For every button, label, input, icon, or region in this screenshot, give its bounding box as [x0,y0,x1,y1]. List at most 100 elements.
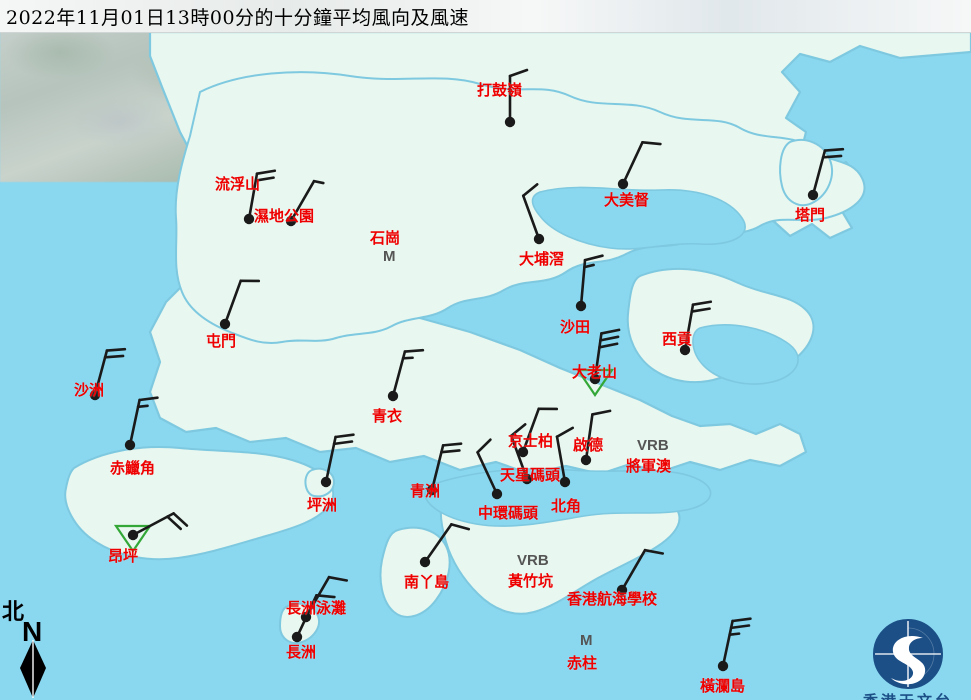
station-label-13: 青衣 [372,407,403,425]
victoria-harbour [424,468,712,527]
wind-station-5[interactable] [521,183,545,245]
wind-station-18[interactable] [580,409,612,466]
wind-station-23[interactable] [419,523,471,568]
barb-full-feather [105,347,127,352]
barb-full-feather [731,617,752,623]
wind-station-17[interactable] [517,407,559,458]
wind-station-2[interactable] [285,179,325,227]
observatory-emblem-icon [873,619,943,689]
barb-full-feather [691,300,713,306]
barb-full-feather [255,169,277,175]
station-label-22: 將軍澳 [626,457,672,475]
station-marker-dot [219,318,231,330]
barb-full-feather [821,154,843,159]
wind-station-10[interactable] [219,279,261,330]
station-marker-dot [521,473,533,485]
station-label-1: 流浮山 [215,175,261,193]
barb-full-feather [315,594,336,599]
barb-full-feather [598,342,619,349]
wind-station-7[interactable] [575,254,604,312]
station-label-15: 青洲 [410,482,441,500]
wind-station-14[interactable] [320,433,355,488]
barb-shaft [423,523,453,564]
waterway-layer [424,186,799,527]
station-label-14: 坪洲 [307,496,338,514]
station-label-21: 北角 [551,497,582,515]
wind-barb-layer[interactable] [0,32,971,700]
station-marker-dot [124,439,136,451]
station-status-flag-24: VRB [517,552,549,569]
station-label-3: 石崗 [370,229,401,247]
station-marker-dot [679,344,691,356]
wind-station-0[interactable] [504,68,529,128]
wind-station-28[interactable] [291,594,336,643]
station-label-16: 昂坪 [108,547,139,565]
barb-half-feather [401,356,414,360]
wind-station-16[interactable] [113,512,189,553]
barb-half-feather [312,179,325,185]
barb-full-feather [172,512,189,527]
wind-station-29[interactable] [717,617,752,672]
wind-station-6[interactable] [807,147,845,201]
barb-full-feather [441,442,463,447]
station-label-2: 濕地公園 [254,207,315,225]
compass-rose: 北 N [2,594,64,700]
station-label-4: 大美督 [604,191,650,209]
station-marker-dot [127,529,139,541]
wind-station-12[interactable] [124,396,159,451]
barb-full-feather [332,440,354,446]
wind-station-25[interactable] [616,548,665,596]
barb-full-feather [591,409,612,416]
station-label-8: 西貢 [662,330,693,348]
wind-station-15[interactable] [426,442,463,496]
wind-station-8[interactable] [679,300,713,356]
station-status-flag-26: M [580,632,593,649]
barb-shaft [223,279,243,326]
station-marker-dot [717,660,729,672]
station-label-11: 沙洲 [74,381,105,399]
station-marker-dot [387,390,399,402]
wind-station-11[interactable] [89,347,127,401]
barb-shaft [521,194,541,241]
station-marker-dot [491,488,503,500]
barb-full-feather [690,307,711,313]
compass-needle-icon [20,640,46,698]
barb-full-feather [509,423,527,438]
station-marker-dot [89,389,101,401]
barb-half-feather [136,404,149,409]
barb-shaft [521,407,541,454]
station-marker-dot [285,215,297,227]
compass-label-cn: 北 [2,599,25,625]
wind-station-20[interactable] [476,438,503,500]
station-marker-dot [559,476,571,488]
barb-full-feather [508,68,529,78]
barb-half-feather [728,632,741,636]
wind-station-4[interactable] [617,141,662,190]
map-canvas[interactable]: 打鼓嶺 流浮山 濕地公園 石崗 M 大美督 大埔滘 塔門 沙田 西貢 大老山 屯門 沙洲 赤鱲角 青衣 坪洲青… [0,32,971,700]
barb-full-feather [643,548,665,555]
wind-station-21[interactable] [555,426,575,488]
port-shelter [692,324,799,385]
wind-station-9[interactable] [575,328,621,397]
barb-full-feather [823,147,845,152]
title-bar-texture [0,0,971,32]
station-marker-dot [580,454,592,466]
barb-full-feather [403,348,425,353]
station-label-28: 長洲 [286,643,317,661]
station-status-flag-22: VRB [637,437,669,454]
station-marker-dot [291,631,303,643]
barb-full-feather [440,449,461,454]
barb-full-feather [600,328,621,335]
station-label-29: 橫瀾島 [700,677,746,695]
barb-full-feather [729,624,751,630]
wind-station-19[interactable] [509,423,533,485]
station-label-26: 赤柱 [567,654,598,672]
barb-full-feather [599,335,620,342]
wind-station-1[interactable] [243,169,277,225]
wind-station-13[interactable] [387,348,425,402]
station-label-6: 塔門 [795,206,826,224]
barb-full-feather [334,433,355,439]
page-title: 2022年11月01日13時00分的十分鐘平均風向及風速 [6,7,470,29]
station-marker-dot [517,446,529,458]
